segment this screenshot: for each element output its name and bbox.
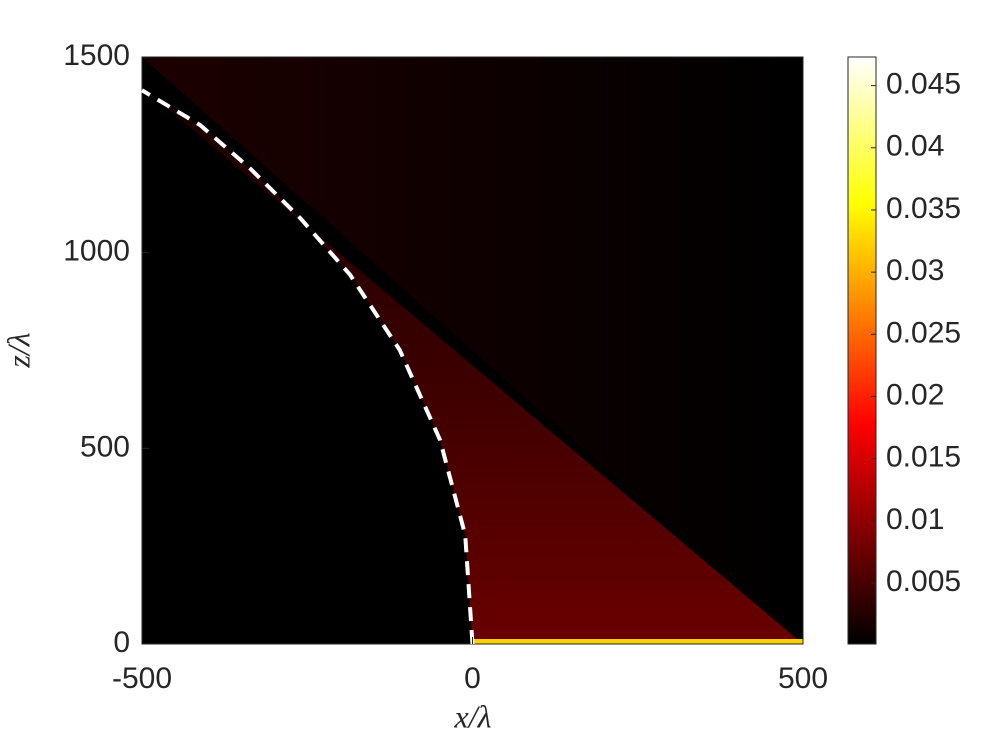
x-tick-label: 0: [464, 662, 481, 695]
colorbar-tick-label: 0.035: [886, 192, 961, 225]
y-tick-label: 1500: [63, 39, 130, 72]
colorbar-tick-label: 0.03: [886, 254, 944, 287]
heatmap-haze: [142, 57, 803, 644]
colorbar-tick-label: 0.04: [886, 130, 944, 163]
colorbar-tick-label: 0.005: [886, 565, 961, 598]
colorbar-tick-label: 0.025: [886, 316, 961, 349]
x-axis-label: x/λ: [454, 698, 492, 734]
heatmap-edge: [472, 639, 803, 644]
y-tick-label: 500: [80, 430, 130, 463]
colorbar-tick-label: 0.045: [886, 68, 961, 101]
colorbar-tick-label: 0.015: [886, 441, 961, 474]
colorbar-tick-label: 0.02: [886, 378, 944, 411]
colorbar: [847, 56, 877, 645]
y-tick-label: 1000: [63, 235, 130, 268]
x-tick-label: 500: [778, 662, 828, 695]
y-axis-label: z/λ: [0, 332, 36, 368]
colorbar-tick-label: 0.01: [886, 503, 944, 536]
curve: [140, 88, 475, 645]
y-tick-label: 0: [113, 626, 130, 659]
x-tick-label: -500: [112, 662, 172, 695]
